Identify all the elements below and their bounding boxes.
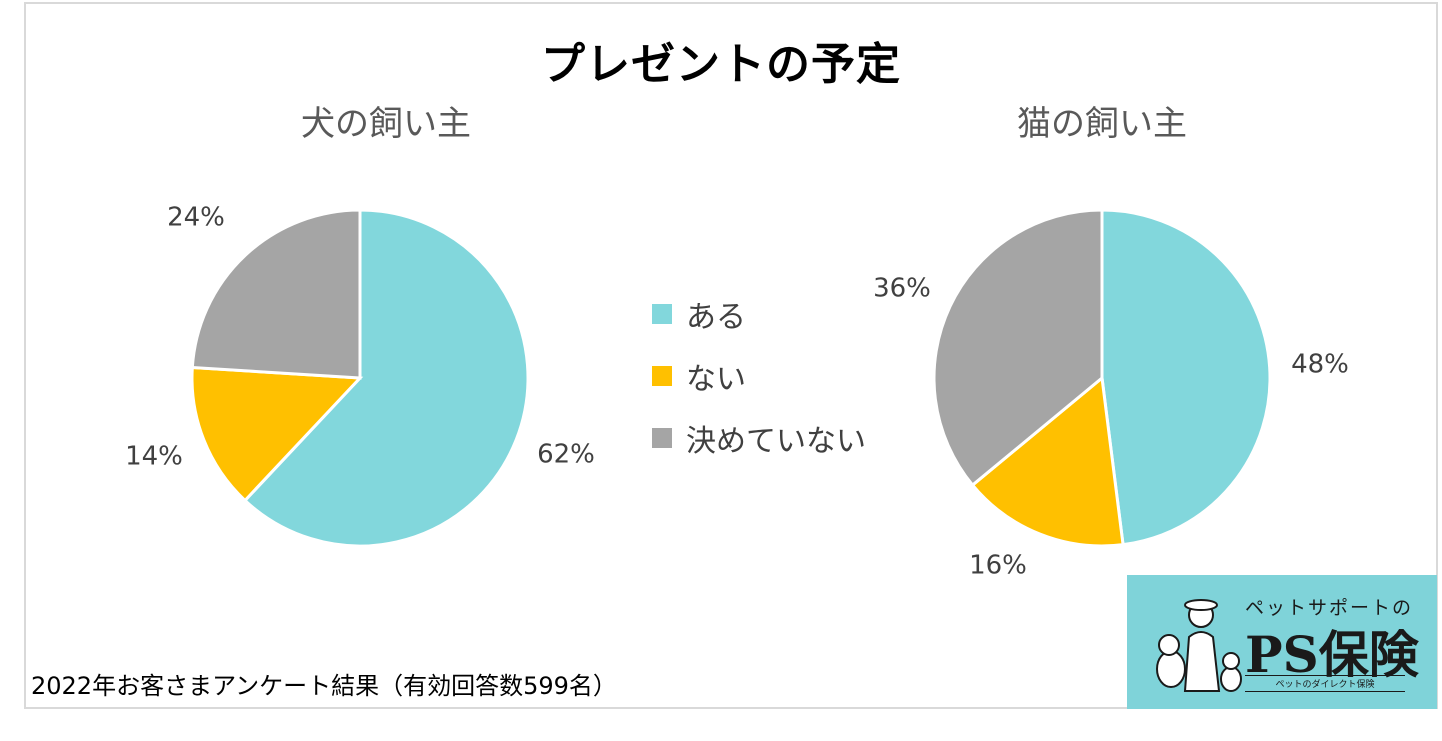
logo-brand: PS保険: [1245, 625, 1419, 684]
pie-slice-cat-aru: [1100, 208, 1272, 547]
pie-title-cat: 猫の飼い主: [1017, 104, 1187, 144]
legend-label-nai: ない: [686, 362, 746, 397]
pie-cat: 48% 16% 36%: [873, 208, 1349, 581]
data-label-cat-undecided: 36%: [873, 274, 931, 304]
pie-slice-cat-nai: [970, 375, 1125, 548]
legend-swatch-undecided: [652, 428, 672, 448]
data-label-dog-nai: 14%: [125, 442, 183, 472]
pie-title-dog: 犬の飼い主: [301, 104, 471, 144]
data-label-cat-aru: 48%: [1291, 350, 1349, 380]
data-label-dog-aru: 62%: [537, 440, 595, 470]
legend-item-nai: ない: [652, 354, 746, 398]
legend-swatch-nai: [652, 366, 672, 386]
chart-title: プレゼントの予定: [541, 39, 901, 90]
data-label-cat-nai: 16%: [969, 551, 1027, 581]
pie-slice-dog-aru: [242, 208, 530, 548]
pie-slice-dog-undecided: [190, 208, 362, 380]
owner-with-pets-icon: [1156, 599, 1242, 692]
logo-tagline: ペットサポートの: [1245, 597, 1414, 619]
legend-label-aru: ある: [686, 300, 746, 335]
legend-label-undecided: 決めていない: [686, 424, 866, 459]
survey-footnote: 2022年お客さまアンケート結果（有効回答数599名）: [31, 672, 617, 700]
pie-dog: 62% 14% 24%: [125, 203, 595, 548]
pie-slice-dog-nai: [190, 365, 364, 503]
ps-hoken-logo: ペットサポートの PS保険 ペットのダイレクト保険: [1127, 575, 1437, 709]
legend-swatch-aru: [652, 304, 672, 324]
pie-slice-cat-undecided: [932, 208, 1104, 488]
logo-subtitle: ペットのダイレクト保険: [1245, 675, 1405, 692]
legend-item-undecided: 決めていない: [652, 416, 866, 460]
data-label-dog-undecided: 24%: [167, 203, 225, 233]
legend-item-aru: ある: [652, 292, 746, 336]
